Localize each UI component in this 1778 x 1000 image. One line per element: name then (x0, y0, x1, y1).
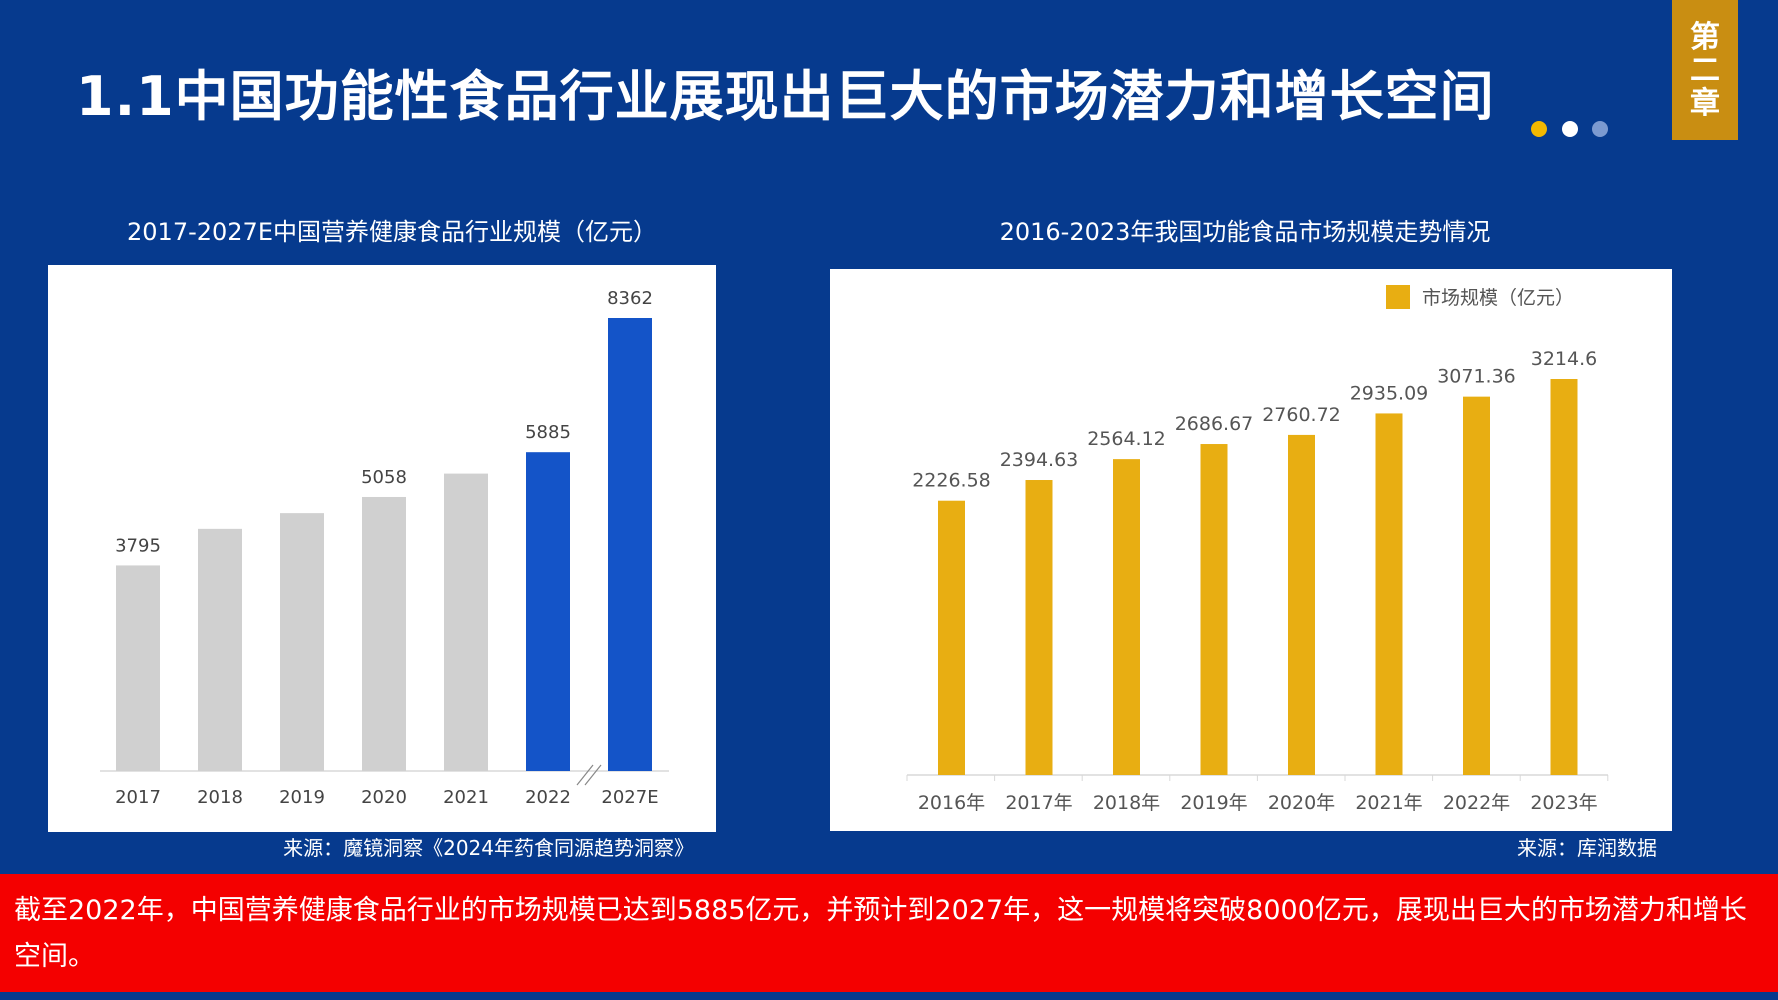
data-label: 3214.6 (1531, 348, 1597, 370)
data-label: 2935.09 (1350, 382, 1429, 404)
bar-2020 (362, 496, 406, 771)
right-chart-panel: 2016年 2226.58 2017年 2394.63 2018年 2564.12 2019… (830, 269, 1672, 831)
data-label: 2394.63 (1000, 449, 1079, 471)
x-tick-label: 2021年 (1355, 792, 1422, 814)
x-tick-label: 2017年 (1005, 792, 1072, 814)
bar-2020年 (1288, 434, 1315, 775)
data-label: 2760.72 (1262, 404, 1341, 426)
chapter-tag-char: 章 (1690, 85, 1720, 121)
left-chart-source: 来源：魔镜洞察《2024年药食同源趋势洞察》 (283, 836, 694, 860)
bar-2021年 (1375, 413, 1403, 775)
bar-2022 (526, 452, 570, 771)
chapter-tag-char: 二 (1690, 52, 1720, 88)
legend-label: 市场规模（亿元） (1422, 287, 1574, 309)
bar-2018年 (1113, 459, 1140, 775)
x-tick-label: 2016年 (918, 792, 985, 814)
bar-2023年 (1550, 379, 1578, 775)
dot-indicator-1 (1531, 121, 1547, 137)
bar-2019年 (1200, 444, 1228, 775)
data-label: 2226.58 (912, 470, 991, 492)
bar-2017年 (1025, 480, 1053, 775)
chapter-tag-char: 第 (1690, 19, 1720, 55)
left-chart-panel: 2017 3795 2018 2019 2020 5058 2021 2022 5885 2027… (48, 265, 716, 832)
dot-indicator-2 (1562, 121, 1578, 137)
left-bar-chart: 2017 3795 2018 2019 2020 5058 2021 2022 5885 2027… (100, 288, 669, 808)
x-tick-label: 2019年 (1180, 792, 1247, 814)
bar-2018 (198, 528, 242, 771)
x-tick-label: 2023年 (1530, 792, 1597, 814)
x-tick-label: 2027E (601, 787, 658, 808)
data-label: 3795 (115, 535, 161, 556)
data-label: 8362 (607, 288, 653, 309)
data-label: 2686.67 (1175, 413, 1254, 435)
summary-note: 截至2022年，中国营养健康食品行业的市场规模已达到5885亿元，并预计到202… (0, 874, 1778, 992)
x-tick-label: 2021 (443, 787, 489, 808)
bar-2016年 (938, 500, 965, 775)
data-label: 3071.36 (1437, 366, 1516, 388)
x-tick-label: 2022 (525, 787, 571, 808)
left-chart-title: 2017-2027E中国营养健康食品行业规模（亿元） (127, 218, 657, 246)
x-tick-label: 2017 (115, 787, 161, 808)
legend-swatch (1386, 285, 1410, 309)
bar-2021 (444, 473, 488, 771)
bar-2022年 (1463, 396, 1490, 775)
data-label: 5058 (361, 467, 407, 488)
x-tick-label: 2020 (361, 787, 407, 808)
chapter-tag: 第 二 章 (1672, 0, 1738, 140)
page-title: 1.1中国功能性食品行业展现出巨大的市场潜力和增长空间 (76, 65, 1495, 128)
bar-2027E (608, 318, 652, 771)
x-tick-label: 2022年 (1443, 792, 1510, 814)
data-label: 5885 (525, 422, 571, 443)
right-chart-source: 来源：库润数据 (1517, 836, 1657, 860)
axis-break-mark (584, 764, 602, 786)
x-tick-label: 2018年 (1093, 792, 1160, 814)
bar-2019 (280, 513, 324, 771)
right-bar-chart: 2016年 2226.58 2017年 2394.63 2018年 2564.12 2019… (906, 285, 1609, 814)
right-chart-title: 2016-2023年我国功能食品市场规模走势情况 (999, 218, 1491, 246)
dot-indicator-3 (1592, 121, 1608, 137)
x-tick-label: 2020年 (1268, 792, 1335, 814)
x-tick-label: 2018 (197, 787, 243, 808)
axis-break-mark (576, 764, 594, 786)
bar-2017 (116, 565, 160, 771)
data-label: 2564.12 (1087, 428, 1166, 450)
x-tick-label: 2019 (279, 787, 325, 808)
